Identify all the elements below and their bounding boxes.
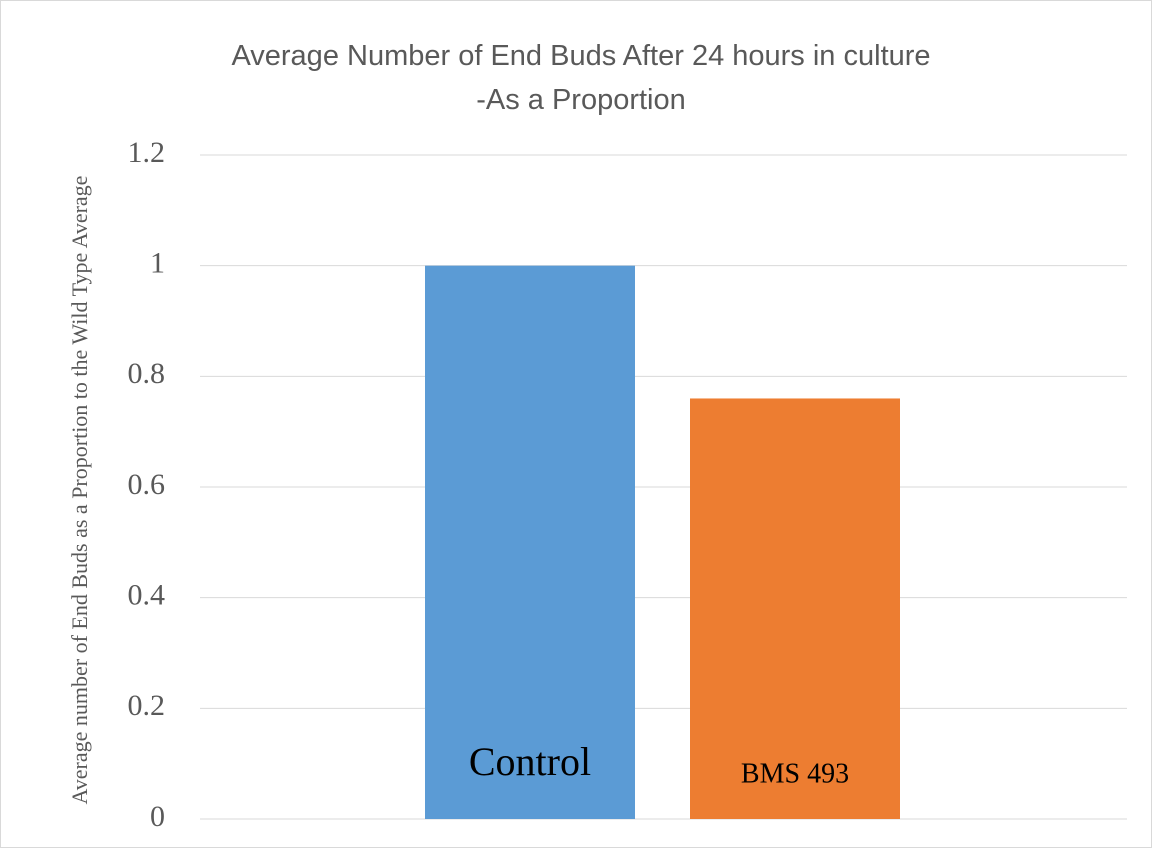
category-label: BMS 493 <box>741 758 849 789</box>
y-tick-label: 0.6 <box>128 468 166 501</box>
y-tick-label: 0.4 <box>128 579 166 612</box>
y-tick-label: 1 <box>150 247 165 280</box>
bar <box>425 265 635 820</box>
chart-title: Average Number of End Buds After 24 hour… <box>231 40 931 116</box>
y-tick-label: 0 <box>150 800 165 833</box>
y-tick-label: 0.2 <box>128 689 166 722</box>
y-axis-label: Average number of End Buds as a Proporti… <box>67 175 92 805</box>
y-tick-label: 1.2 <box>128 136 166 169</box>
y-tick-label: 0.8 <box>128 357 166 390</box>
bar <box>690 398 900 819</box>
category-label: Control <box>469 739 591 784</box>
